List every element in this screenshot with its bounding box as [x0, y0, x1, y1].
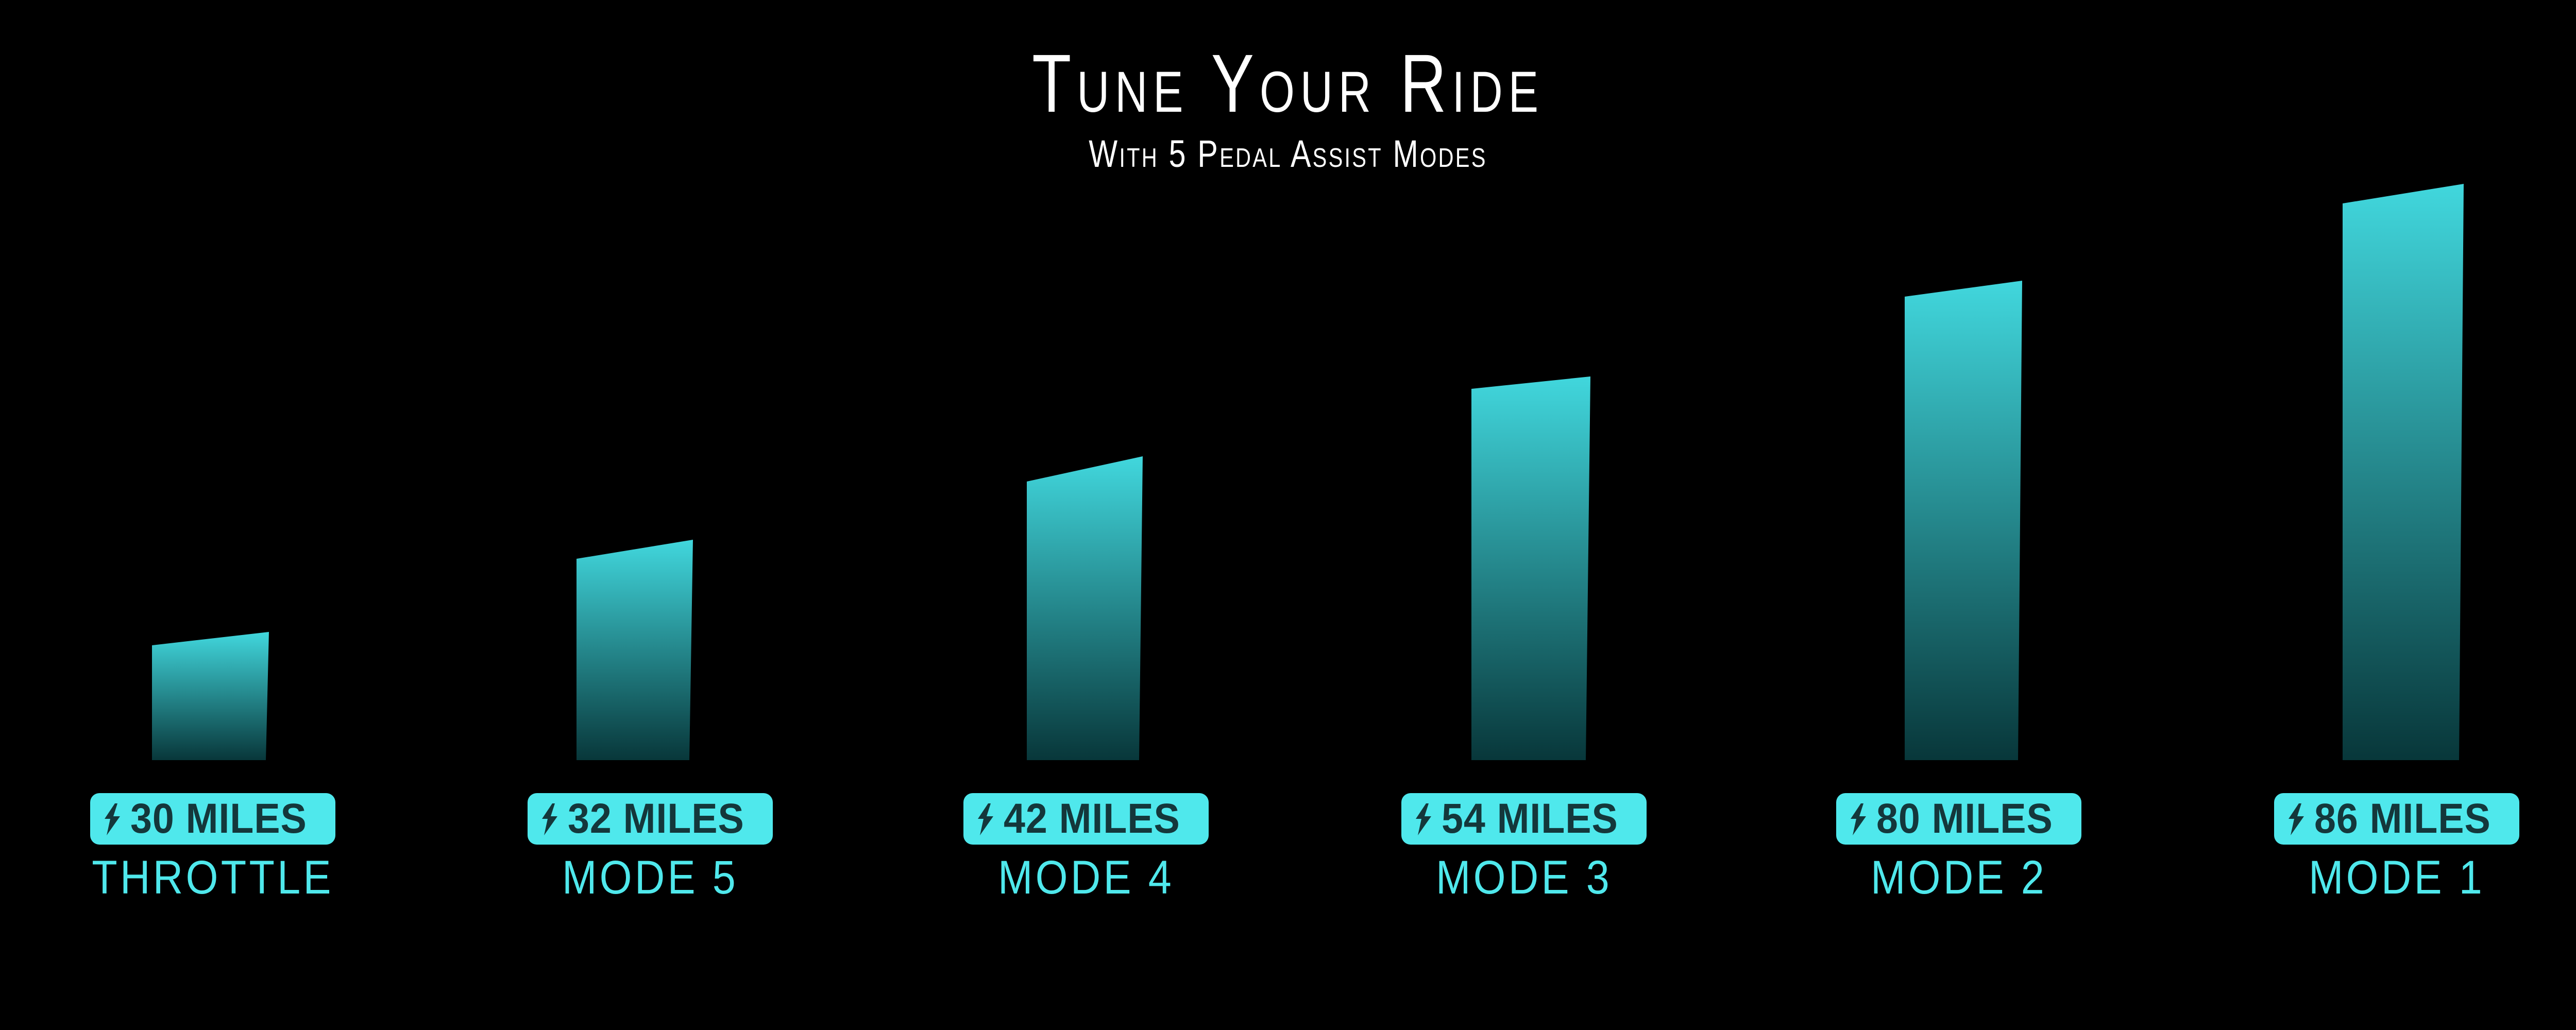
bar-mode-5: [577, 540, 693, 760]
mode-label: MODE 2: [1870, 851, 2047, 904]
mode-label: MODE 3: [1435, 851, 1613, 904]
range-badge-label: 42 MILES: [1003, 795, 1180, 842]
range-badge-label: 86 MILES: [2314, 795, 2491, 842]
range-badge[interactable]: 42 MILES: [963, 793, 1209, 845]
page-title: Tune Your Ride: [1032, 37, 1544, 129]
lightning-bolt-icon: [2287, 803, 2305, 835]
mode-label: MODE 1: [2308, 851, 2485, 904]
header: Tune Your Ride With 5 Pedal Assist Modes: [0, 0, 2576, 173]
mode-label: MODE 5: [562, 851, 739, 904]
lightning-bolt-icon: [1850, 803, 1867, 835]
bar-group-mode-5: 32 MILES MODE 5: [501, 793, 800, 1030]
mode-label: THROTTLE: [92, 851, 334, 904]
bar-group-throttle: 30 MILES THROTTLE: [61, 793, 365, 1030]
mode-label: MODE 4: [997, 851, 1175, 904]
lightning-bolt-icon: [541, 803, 558, 835]
bar-group-mode-3: 54 MILES MODE 3: [1375, 793, 1673, 1030]
bar-mode-2: [1905, 281, 2022, 760]
range-badge[interactable]: 86 MILES: [2274, 793, 2520, 845]
range-badge-label: 32 MILES: [567, 795, 744, 842]
lightning-bolt-icon: [104, 803, 121, 835]
bar-group-mode-4: 42 MILES MODE 4: [937, 793, 1235, 1030]
bar-throttle: [152, 632, 269, 760]
lightning-bolt-icon: [977, 803, 994, 835]
lightning-bolt-icon: [1415, 803, 1432, 835]
range-badge[interactable]: 32 MILES: [527, 793, 773, 845]
bar-group-mode-1: 86 MILES MODE 1: [2247, 793, 2546, 1030]
range-badge[interactable]: 54 MILES: [1401, 793, 1647, 845]
range-badge[interactable]: 30 MILES: [90, 793, 336, 845]
bar-mode-4: [1027, 456, 1143, 760]
range-badge[interactable]: 80 MILES: [1836, 793, 2082, 845]
range-badge-label: 80 MILES: [1876, 795, 2053, 842]
range-badge-label: 30 MILES: [130, 795, 307, 842]
bar-group-mode-2: 80 MILES MODE 2: [1809, 793, 2108, 1030]
range-badge-label: 54 MILES: [1441, 795, 1618, 842]
bar-mode-3: [1471, 376, 1590, 760]
bar-mode-1: [2343, 184, 2464, 760]
page-subtitle: With 5 Pedal Assist Modes: [1089, 132, 1487, 175]
